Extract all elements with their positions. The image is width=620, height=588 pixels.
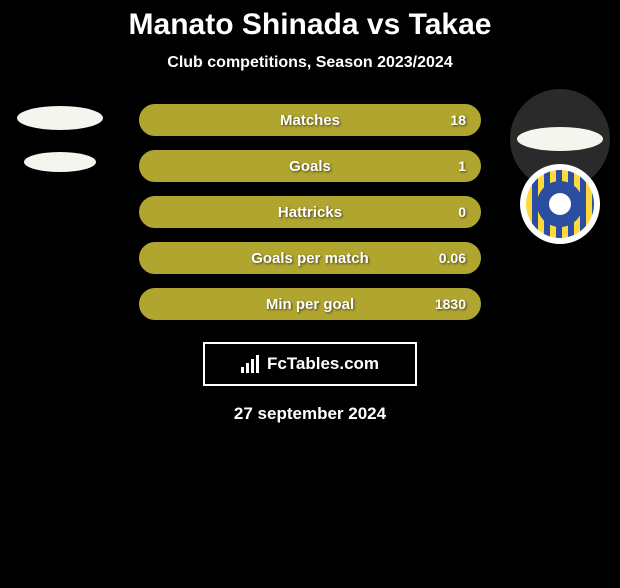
club-badge-center <box>537 181 583 227</box>
date-text: 27 september 2024 <box>0 404 620 424</box>
stat-label: Hattricks <box>278 204 342 221</box>
stat-label: Min per goal <box>266 296 354 313</box>
brand-text: FcTables.com <box>267 354 379 374</box>
stat-row-hattricks: Hattricks 0 <box>139 196 481 228</box>
club-badge <box>520 164 600 244</box>
stat-label: Goals per match <box>251 250 369 267</box>
stat-row-matches: Matches 18 <box>139 104 481 136</box>
stat-row-goals-per-match: Goals per match 0.06 <box>139 242 481 274</box>
stat-value-right: 18 <box>450 112 466 128</box>
stat-row-goals: Goals 1 <box>139 150 481 182</box>
subtitle: Club competitions, Season 2023/2024 <box>0 54 620 72</box>
stat-value-right: 0.06 <box>439 250 466 266</box>
stat-value-right: 1830 <box>435 296 466 312</box>
page-title: Manato Shinada vs Takae <box>0 8 620 42</box>
stat-bars: Matches 18 Goals 1 Hattricks 0 Goals per… <box>139 104 481 320</box>
club-badge-stripes <box>526 170 594 238</box>
stat-row-min-per-goal: Min per goal 1830 <box>139 288 481 320</box>
stat-label: Matches <box>280 112 340 129</box>
brand-box: FcTables.com <box>203 342 417 386</box>
bar-chart-icon <box>241 355 259 373</box>
stat-label: Goals <box>289 158 331 175</box>
stat-value-right: 1 <box>458 158 466 174</box>
placeholder-icon <box>517 127 603 151</box>
stat-value-right: 0 <box>458 204 466 220</box>
placeholder-icon <box>24 152 96 172</box>
stats-area: Matches 18 Goals 1 Hattricks 0 Goals per… <box>0 104 620 320</box>
player-left-avatar <box>10 89 110 189</box>
soccer-ball-icon <box>549 193 571 215</box>
placeholder-icon <box>17 106 103 130</box>
